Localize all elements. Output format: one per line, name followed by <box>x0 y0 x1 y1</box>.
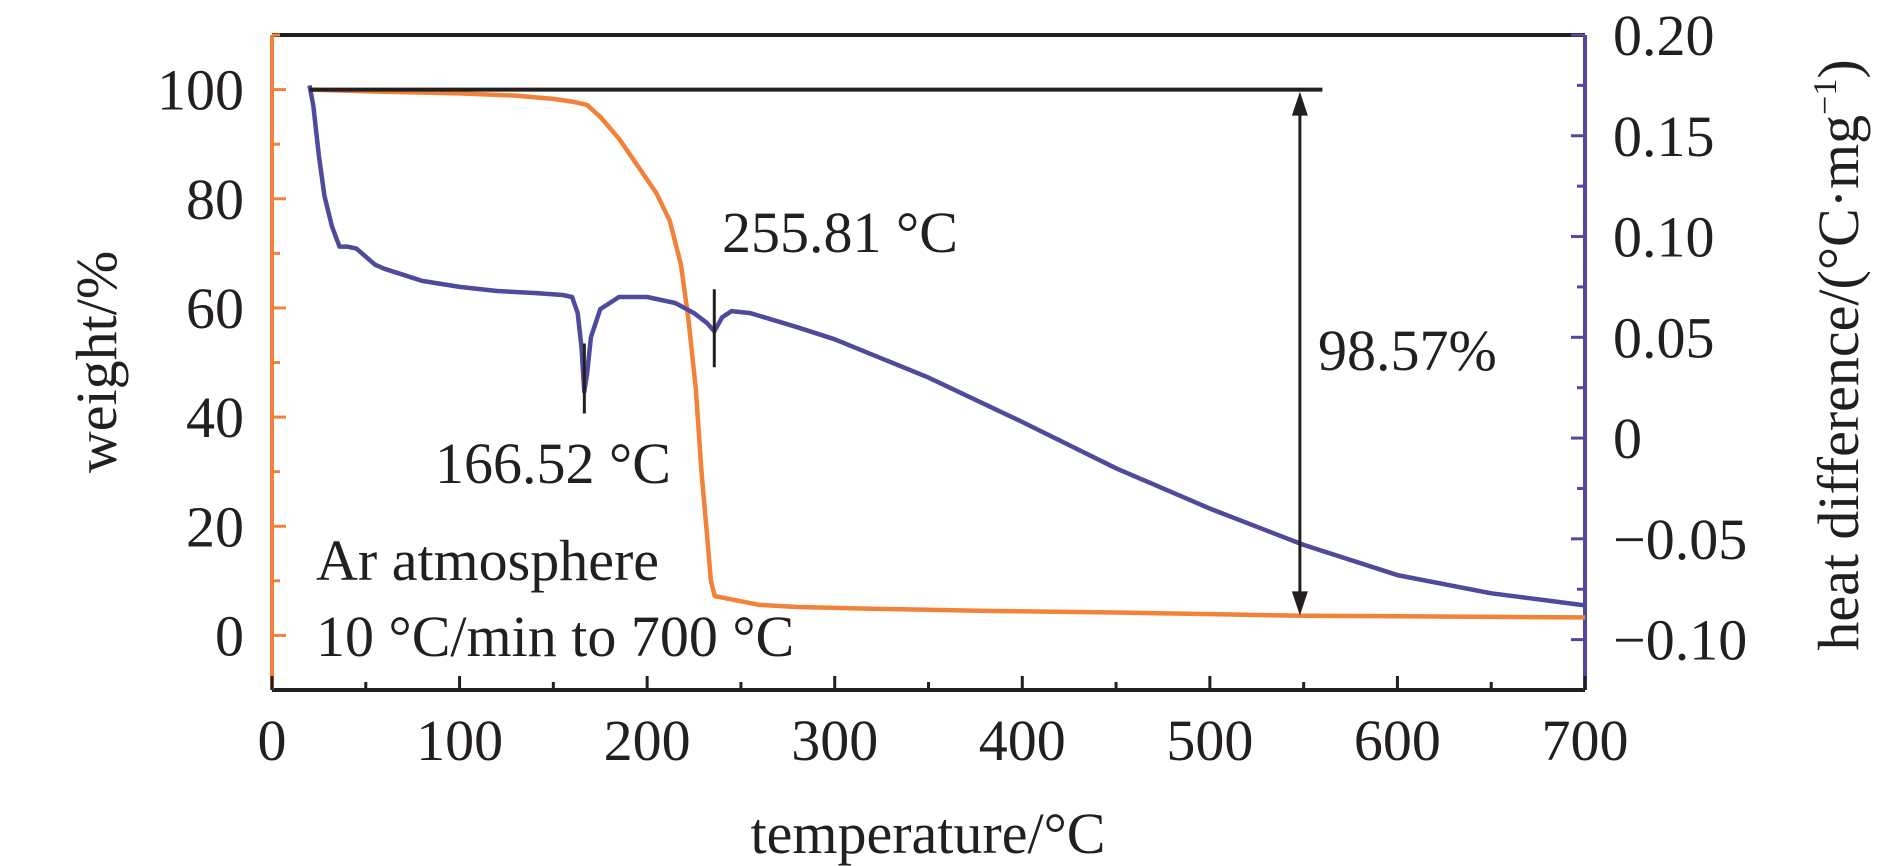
x-tick-label: 500 <box>1166 708 1253 773</box>
axis-ticks <box>270 33 1587 690</box>
tick-labels: 0 100 200 300 400 500 600 700 0 20 40 60 80 100 −0.10 −… <box>157 3 1747 773</box>
x-tick-label: 200 <box>604 708 691 773</box>
y-right-tick-label: 0 <box>1613 406 1642 471</box>
x-tick-label: 400 <box>979 708 1066 773</box>
y-right-tick-label: 0.15 <box>1613 104 1715 169</box>
annotation-layer: 166.52 °C 255.81 °C 98.57% Ar atmosphere 10 … <box>309 87 1497 669</box>
y-right-tick-label: −0.10 <box>1613 608 1747 673</box>
mass-loss-arrow-head-down <box>1291 591 1308 616</box>
y-left-tick-label: 40 <box>186 385 244 450</box>
x-tick-label: 0 <box>258 708 287 773</box>
heat-curve <box>307 84 1586 608</box>
peak-2-label: 255.81 °C <box>722 200 958 265</box>
right-axis-title-main: heat difference/(°C·mg <box>1806 115 1871 651</box>
weight-curve <box>309 87 1586 620</box>
y-left-tick-label: 20 <box>186 494 244 559</box>
x-axis-title: temperature/°C <box>751 801 1106 866</box>
y-left-tick-label: 100 <box>157 58 244 123</box>
x-tick-label: 700 <box>1542 708 1629 773</box>
x-tick-label: 100 <box>416 708 503 773</box>
y-right-tick-label: 0.10 <box>1613 205 1715 270</box>
y-right-tick-label: 0.05 <box>1613 305 1715 370</box>
right-axis-title-exponent: −1 <box>1807 79 1844 115</box>
x-tick-label: 600 <box>1354 708 1441 773</box>
y-right-tick-label: 0.20 <box>1613 3 1715 68</box>
left-axis-title: weight/% <box>64 251 129 473</box>
y-right-tick-label: −0.05 <box>1613 507 1747 572</box>
peak-1-label: 166.52 °C <box>435 431 671 496</box>
series-layer <box>307 84 1586 620</box>
y-left-tick-label: 0 <box>215 603 244 668</box>
x-tick-label: 300 <box>791 708 878 773</box>
condition-heating-rate: 10 °C/min to 700 °C <box>316 604 794 669</box>
mass-loss-arrow-head-up <box>1291 91 1308 116</box>
mass-loss-label: 98.57% <box>1318 318 1497 383</box>
condition-atmosphere: Ar atmosphere <box>316 528 659 593</box>
y-left-tick-label: 80 <box>186 167 244 232</box>
right-axis-title: heat difference/(°C·mg−1) <box>1806 59 1871 650</box>
y-left-tick-label: 60 <box>186 276 244 341</box>
right-axis-title-close: ) <box>1806 59 1871 78</box>
